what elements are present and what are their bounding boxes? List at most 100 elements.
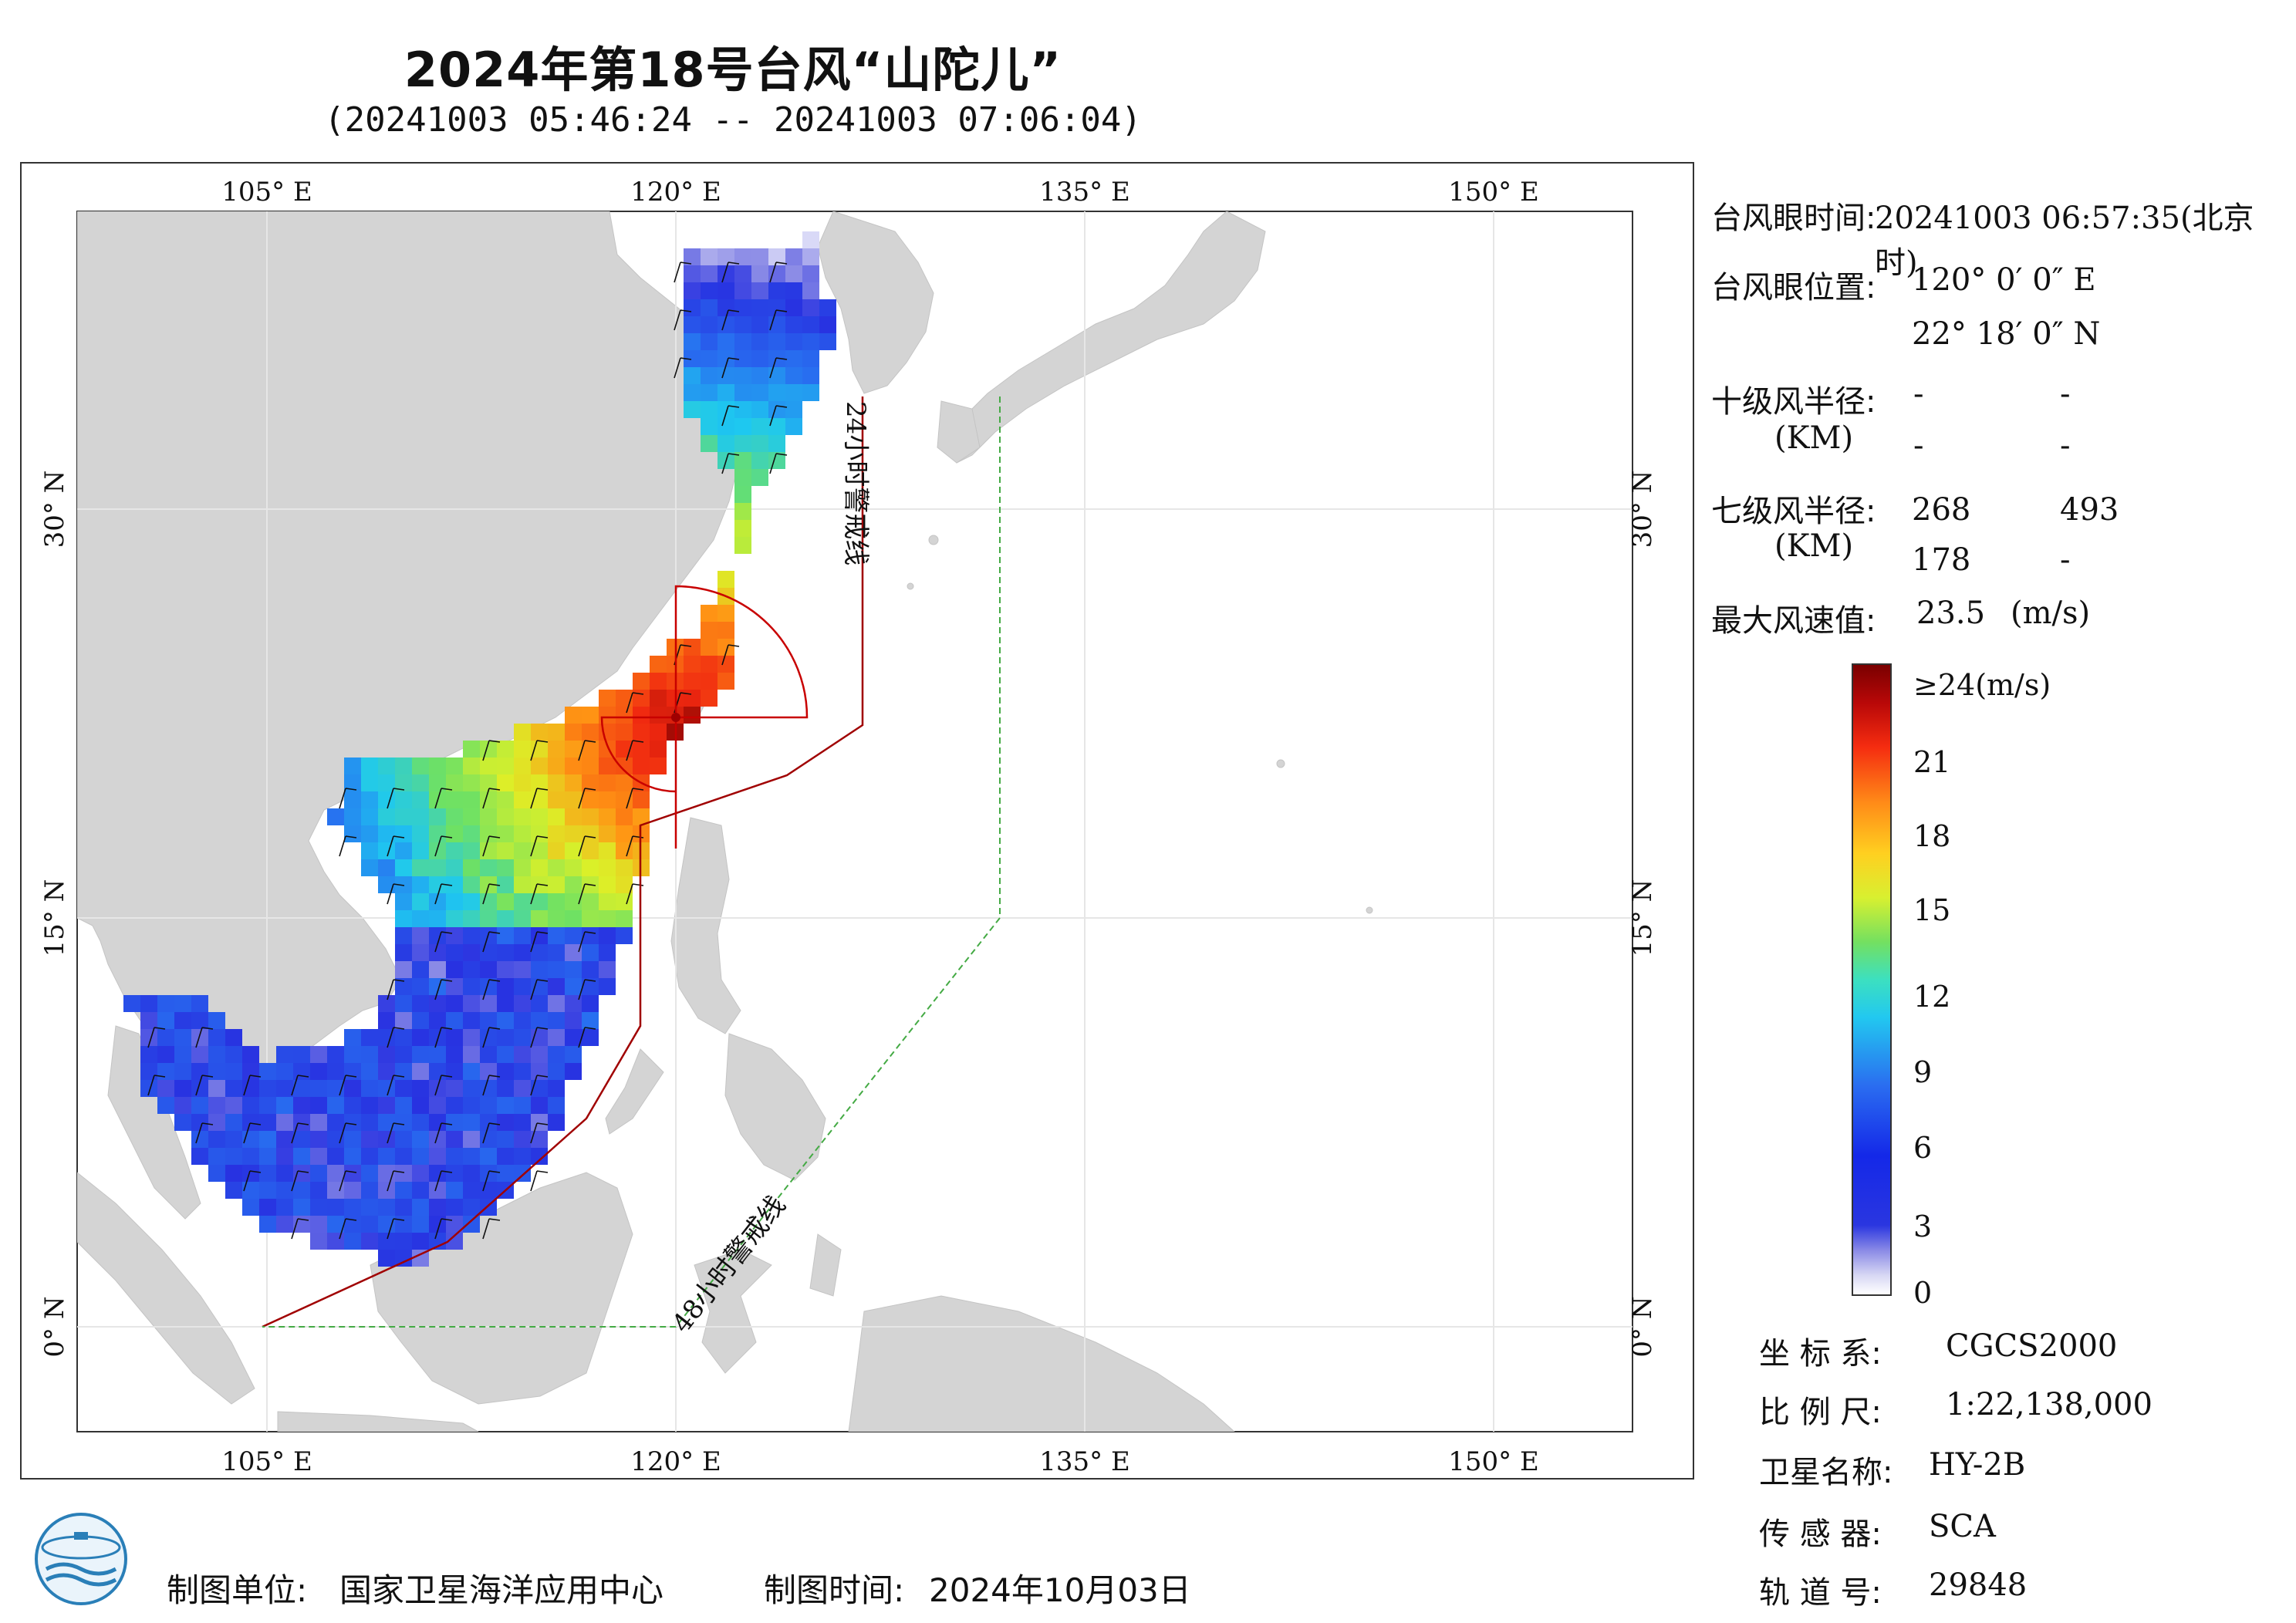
wind-cell <box>599 859 616 876</box>
wind-cell <box>463 1080 480 1097</box>
wind-barb <box>434 931 453 953</box>
wind-cell <box>463 1114 480 1131</box>
wind-barb <box>434 1218 453 1240</box>
wind-cell <box>650 690 667 707</box>
wind-cell <box>140 1063 157 1080</box>
wind-cell <box>446 1233 463 1250</box>
wind-cell <box>429 1114 446 1131</box>
wind-cell <box>429 1063 446 1080</box>
wind-cell <box>701 605 718 622</box>
wind-cell <box>565 791 582 808</box>
wind-cell <box>378 1029 395 1046</box>
wind-barb <box>482 788 501 809</box>
wind-cell <box>361 1029 378 1046</box>
wind-cell <box>718 299 734 316</box>
wind-cell <box>548 1114 565 1131</box>
wind-cell <box>514 1165 531 1182</box>
wind-cell <box>684 639 701 656</box>
wind-barb <box>387 979 405 1000</box>
wind-cell <box>327 1131 344 1148</box>
wind-cell <box>718 384 734 401</box>
wind-cell <box>548 1046 565 1063</box>
wind-cell <box>259 1080 276 1097</box>
wind-cell <box>446 1046 463 1063</box>
wind-barb <box>339 1218 357 1240</box>
wind-cell <box>718 333 734 350</box>
wind-cell <box>463 910 480 927</box>
wind-cell <box>599 944 616 961</box>
lat-tick-right-15: 15° N <box>1627 879 1658 957</box>
wind-barb <box>721 309 740 331</box>
wind-cell <box>497 876 514 893</box>
wind-cell <box>497 1114 514 1131</box>
wind-barb <box>482 740 501 761</box>
wind-cell <box>429 1029 446 1046</box>
wind-cell <box>140 1012 157 1029</box>
wind-cell <box>616 910 633 927</box>
wind-barb <box>195 1027 214 1048</box>
wind-cell <box>327 1216 344 1233</box>
wind-cell <box>650 741 667 758</box>
wind-cell <box>293 1165 310 1182</box>
lat-tick-left-0: 0° N <box>39 1296 70 1357</box>
wind-cell <box>548 808 565 825</box>
wind-cell <box>463 842 480 859</box>
wind-barb <box>769 309 788 331</box>
r10-value-nw: - <box>2060 428 2071 464</box>
wind-cell <box>599 978 616 995</box>
wind-cell <box>548 791 565 808</box>
wind-barb <box>291 1075 309 1096</box>
eye-time-label: 台风眼时间: <box>1711 201 1876 236</box>
wind-cell <box>684 673 701 690</box>
wind-cell <box>565 1046 582 1063</box>
wind-cell <box>395 825 412 842</box>
wind-cell <box>514 927 531 944</box>
wind-cell <box>616 927 633 944</box>
wind-cell <box>768 384 785 401</box>
wind-cell <box>310 1080 327 1097</box>
wind-cell <box>548 1012 565 1029</box>
wind-cell <box>802 333 819 350</box>
wind-barb <box>769 453 788 474</box>
wind-cell <box>734 503 751 520</box>
lat-tick-right-30: 30° N <box>1627 471 1658 548</box>
wind-cell <box>514 1131 531 1148</box>
wind-cell <box>497 791 514 808</box>
wind-cell <box>429 808 446 825</box>
wind-cell <box>395 978 412 995</box>
wind-barb <box>387 1170 405 1192</box>
wind-cell <box>785 282 802 299</box>
wind-cell <box>802 384 819 401</box>
sumatra <box>77 1172 255 1405</box>
wind-cell <box>582 910 599 927</box>
wind-cell <box>582 1012 599 1029</box>
wind-cell <box>327 1182 344 1199</box>
wind-cell <box>599 893 616 910</box>
wind-cell <box>327 1063 344 1080</box>
wind-cell <box>701 622 718 639</box>
wind-cell <box>497 1012 514 1029</box>
wind-cell <box>378 1165 395 1182</box>
wind-cell <box>565 876 582 893</box>
wind-cell <box>412 995 429 1012</box>
wind-cell <box>480 910 497 927</box>
wind-cell <box>429 1216 446 1233</box>
wind-cell <box>412 1046 429 1063</box>
wind-cell <box>259 1216 276 1233</box>
wind-barb <box>482 979 501 1000</box>
wind-cell <box>395 1148 412 1165</box>
wind-cell <box>751 282 768 299</box>
wind-radius-7-sector <box>600 585 809 849</box>
wind-cell <box>344 1216 361 1233</box>
lon-tick-top-150: 150° E <box>1448 177 1539 208</box>
wind-cell <box>446 1131 463 1148</box>
wind-cell <box>208 1029 225 1046</box>
wind-cell <box>531 1012 548 1029</box>
wind-cell <box>684 707 701 724</box>
wind-cell <box>463 1131 480 1148</box>
r7-value-sw: 178 <box>1912 542 1971 578</box>
wind-cell <box>174 1063 191 1080</box>
wind-barb <box>578 883 596 905</box>
wind-cell <box>718 639 734 656</box>
